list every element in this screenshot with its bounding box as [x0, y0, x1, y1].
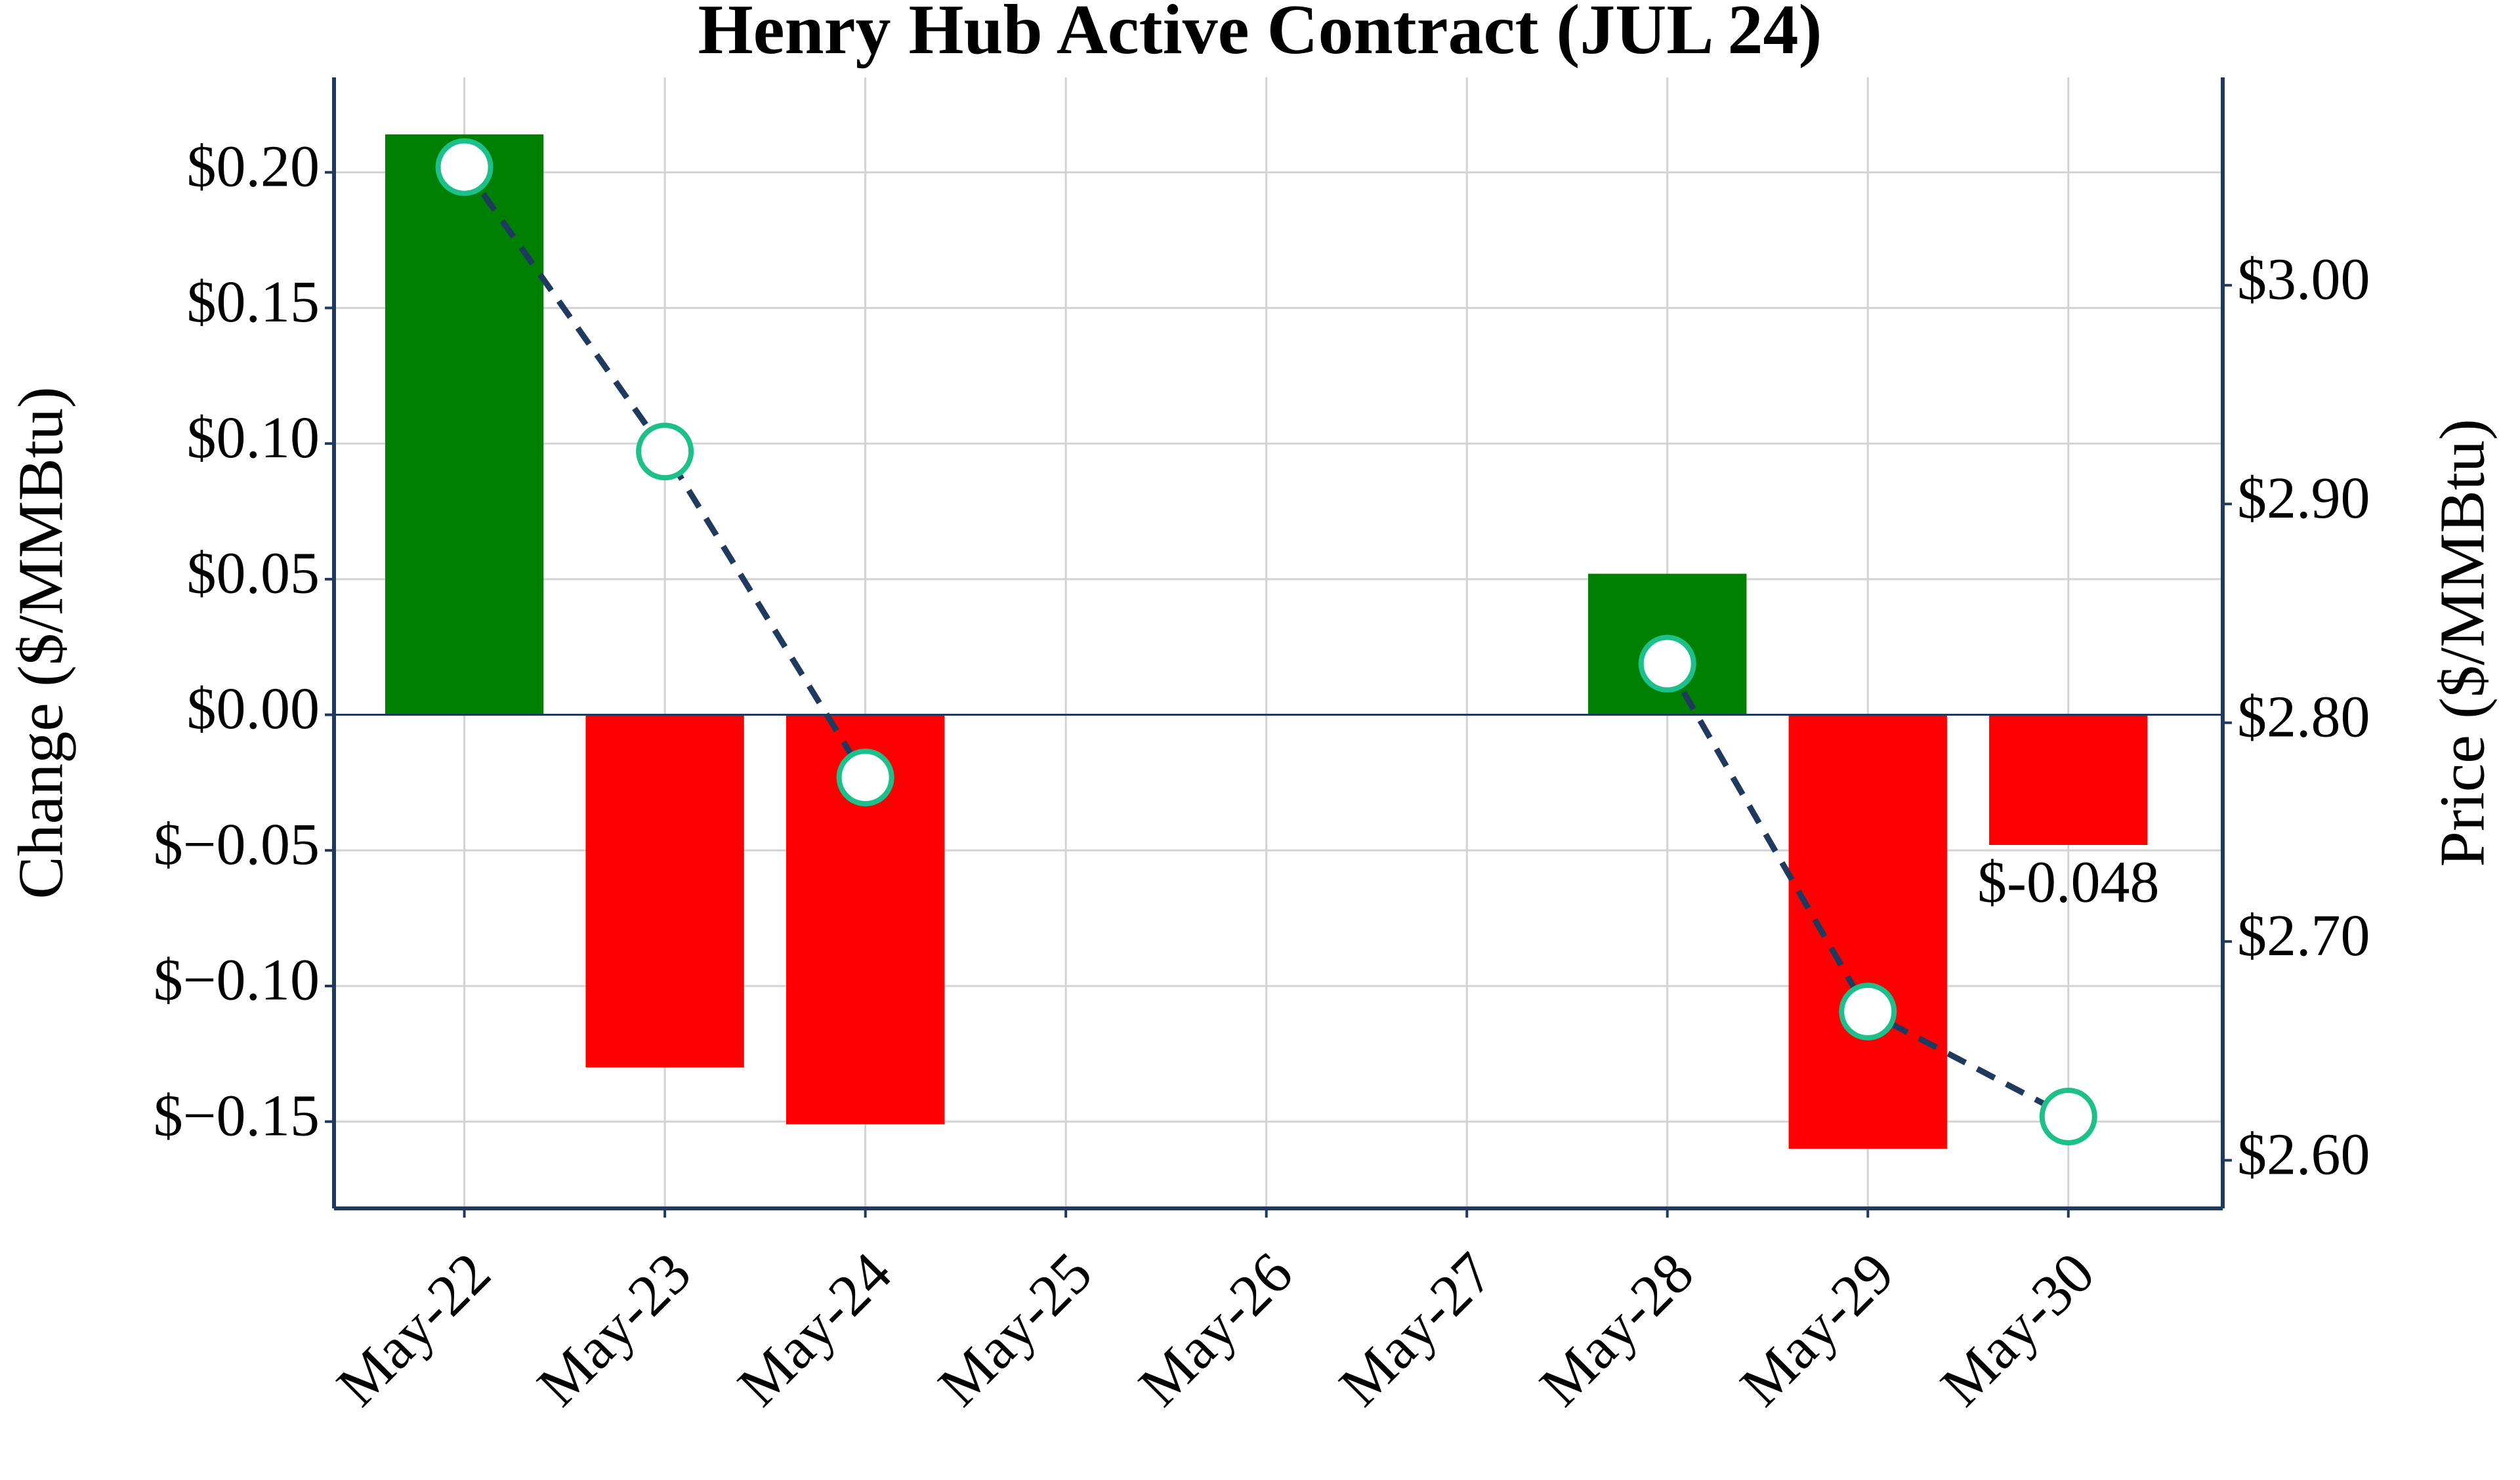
price-marker — [435, 138, 494, 196]
x-tick-label: May-27 — [1327, 1241, 1505, 1418]
x-tick-label: May-24 — [726, 1241, 904, 1418]
price-marker — [636, 422, 694, 481]
price-marker — [836, 749, 894, 807]
bar — [585, 714, 744, 1068]
x-tick-label: May-25 — [926, 1241, 1104, 1418]
y-tick-label: $−0.10 — [154, 948, 320, 1013]
y2-tick-label: $2.80 — [2237, 684, 2370, 749]
y-axis-label: Change ($/MMBtu) — [5, 386, 76, 899]
y2-tick-label: $2.70 — [2237, 903, 2370, 968]
value-label: $-0.048 — [1977, 850, 2159, 915]
x-tick-label: May-26 — [1127, 1241, 1305, 1418]
y2-tick-label: $2.60 — [2237, 1122, 2370, 1187]
price-marker — [1839, 982, 1897, 1040]
y2-tick-label: $2.90 — [2237, 466, 2370, 531]
y-tick-label: $0.00 — [187, 676, 320, 741]
x-tick-label: May-22 — [325, 1241, 503, 1418]
price-marker — [1638, 634, 1696, 693]
x-tick-label: May-23 — [525, 1241, 703, 1418]
x-tick-label: May-29 — [1728, 1241, 1906, 1418]
price-marker — [2039, 1087, 2097, 1145]
y-tick-label: $0.10 — [187, 405, 320, 470]
y-tick-label: $0.05 — [187, 541, 320, 606]
bar — [385, 134, 544, 715]
y2-tick-label: $3.00 — [2237, 247, 2370, 312]
y-tick-label: $0.20 — [187, 134, 320, 199]
chart-title: Henry Hub Active Contract (JUL 24) — [698, 0, 1822, 69]
bar — [1989, 714, 2148, 846]
y2-axis-label: Price ($/MMBtu) — [2427, 419, 2498, 867]
y-tick-label: $−0.15 — [154, 1083, 320, 1148]
x-tick-label: May-28 — [1528, 1241, 1706, 1418]
x-tick-label: May-30 — [1929, 1241, 2107, 1418]
y-tick-label: $−0.05 — [154, 812, 320, 877]
y-tick-label: $0.15 — [187, 270, 320, 335]
bar — [1788, 714, 1947, 1149]
